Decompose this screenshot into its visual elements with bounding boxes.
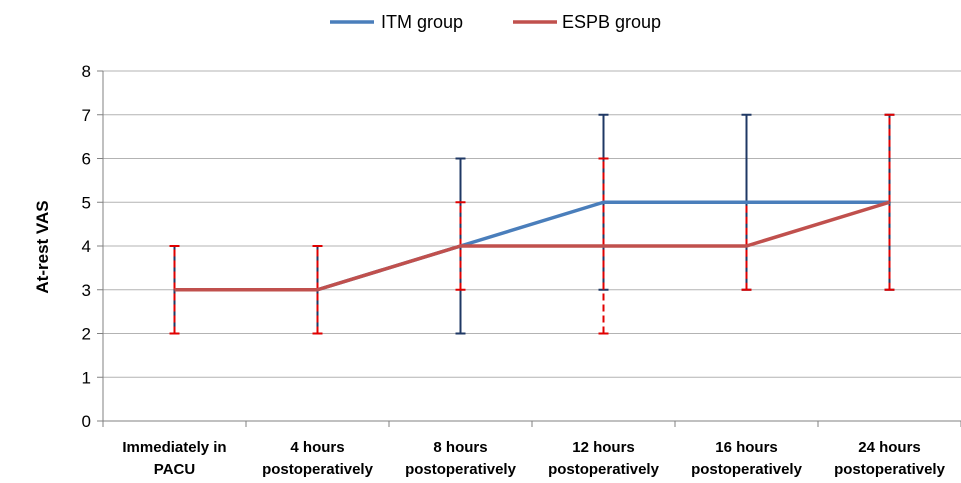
x-tick-label: 16 hours postoperatively xyxy=(691,439,803,478)
y-tick-label: 2 xyxy=(82,325,91,344)
x-tick-label: 12 hours postoperatively xyxy=(548,439,660,478)
y-tick-label: 3 xyxy=(82,281,91,300)
x-tick-label: Immediately in PACU xyxy=(122,439,226,478)
x-tick-label: 24 hours postoperatively xyxy=(834,439,946,478)
y-tick-label: 0 xyxy=(82,412,91,431)
x-tick-labels: Immediately in PACU 4 hours postoperatively… xyxy=(122,439,945,478)
y-tick-label: 4 xyxy=(82,237,91,256)
series-line-espb xyxy=(174,200,891,292)
axes xyxy=(97,70,961,427)
legend: ITM group ESPB group xyxy=(330,12,661,32)
y-tick-label: 6 xyxy=(82,150,91,169)
y-axis-title: At-rest VAS xyxy=(33,200,52,293)
y-tick-label: 8 xyxy=(82,62,91,81)
x-tick-label: 4 hours postoperatively xyxy=(262,439,374,478)
legend-label: ITM group xyxy=(381,12,463,32)
y-tick-labels: 0 1 2 3 4 5 6 7 8 xyxy=(82,62,91,431)
y-tick-label: 7 xyxy=(82,106,91,125)
series-lines xyxy=(174,200,891,292)
y-tick-label: 5 xyxy=(82,193,91,212)
legend-label: ESPB group xyxy=(562,12,661,32)
x-tick-label: 8 hours postoperatively xyxy=(405,439,517,478)
y-tick-label: 1 xyxy=(82,368,91,387)
